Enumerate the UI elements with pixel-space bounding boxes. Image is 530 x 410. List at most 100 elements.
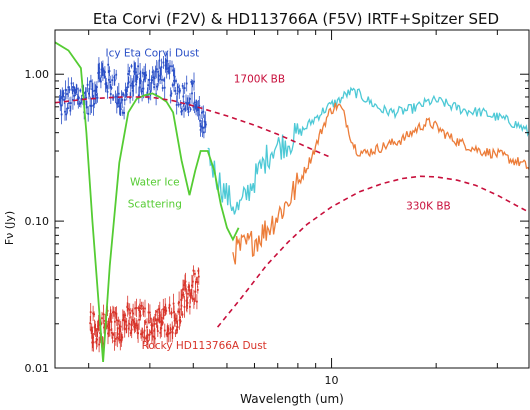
rocky-hd113766a-dust-point	[159, 320, 162, 323]
rocky-hd113766a-dust-point	[174, 332, 177, 335]
rocky-hd113766a-dust-point	[109, 329, 111, 331]
icy-eta-corvi-dust-point	[62, 92, 65, 95]
icy-eta-corvi-dust-point	[71, 89, 74, 91]
rocky-hd113766a-dust-point	[186, 304, 188, 307]
rocky-hd113766a-dust-point	[164, 306, 167, 308]
icy-eta-corvi-dust-point	[94, 89, 96, 92]
rocky-hd113766a-dust-point	[158, 314, 161, 317]
330k-bb-line	[216, 175, 530, 328]
rocky-hd113766a-dust-point	[196, 300, 198, 303]
rocky-hd113766a-dust-point	[175, 329, 178, 331]
icy-eta-corvi-dust-point	[150, 82, 153, 84]
series-icy-eta-corvi-dust	[58, 51, 207, 139]
rocky-hd113766a-dust-point	[195, 281, 197, 283]
icy-eta-corvi-dust-point	[76, 98, 79, 100]
rocky-hd113766a-dust-point	[111, 336, 114, 339]
icy-eta-corvi-dust-point	[195, 106, 197, 109]
icy-eta-corvi-dust-point	[132, 85, 135, 87]
icy-eta-corvi-dust-point	[156, 85, 159, 88]
icy-eta-corvi-dust-point	[64, 110, 66, 113]
rocky-hd113766a-dust-point	[183, 284, 185, 286]
rocky-hd113766a-dust-point	[174, 319, 176, 321]
axes-layer: 0.01 0.10 1.00 10	[25, 29, 529, 387]
icy-eta-corvi-dust-point	[199, 119, 201, 122]
rocky-hd113766a-dust-point	[169, 328, 172, 331]
rocky-hd113766a-dust-point	[160, 327, 163, 330]
icy-eta-corvi-dust-point	[134, 71, 137, 74]
icy-eta-corvi-dust-point	[161, 79, 163, 81]
icy-eta-corvi-dust-point	[139, 79, 142, 82]
rocky-hd113766a-dust-point	[89, 322, 92, 325]
icy-eta-corvi-dust-point	[187, 103, 189, 105]
rocky-hd113766a-dust-point	[141, 333, 143, 336]
rocky-hd113766a-dust-point	[175, 317, 177, 320]
icy-eta-corvi-dust-point	[102, 69, 105, 72]
rocky-hd113766a-dust-point	[147, 340, 149, 342]
icy-eta-corvi-dust-point	[145, 74, 147, 77]
rocky-hd113766a-dust-point	[115, 319, 118, 321]
rocky-hd113766a-dust-point	[133, 324, 136, 327]
icy-eta-corvi-dust-point	[188, 102, 191, 104]
annotation-1700k-bb: 1700K BB	[234, 73, 285, 85]
icy-eta-corvi-dust-point	[121, 99, 124, 101]
icy-eta-corvi-dust-point	[147, 97, 150, 100]
icy-eta-corvi-dust-point	[133, 67, 136, 70]
icy-eta-corvi-dust-point	[179, 103, 182, 106]
icy-eta-corvi-dust-point	[96, 86, 98, 88]
icy-eta-corvi-dust-point	[69, 109, 72, 112]
rocky-hd113766a-dust-point	[128, 309, 131, 311]
rocky-hd113766a-dust-point	[160, 316, 163, 319]
icy-eta-corvi-dust-point	[92, 104, 95, 107]
rocky-hd113766a-dust-point	[128, 322, 131, 325]
icy-eta-corvi-dust-point	[70, 82, 73, 85]
series-rocky-hd113766a-dust	[89, 265, 200, 353]
annotation-330k-bb: 330K BB	[406, 201, 451, 213]
icy-eta-corvi-dust-point	[147, 84, 149, 87]
icy-eta-corvi-dust-point	[115, 102, 118, 105]
icy-eta-corvi-dust-point	[74, 92, 77, 95]
icy-eta-corvi-dust-point	[84, 91, 87, 93]
icy-eta-corvi-dust-point	[190, 81, 193, 83]
icy-eta-corvi-dust-point	[66, 107, 69, 110]
rocky-hd113766a-dust-point	[125, 324, 128, 327]
rocky-hd113766a-dust-point	[173, 311, 175, 313]
icy-eta-corvi-dust-point	[60, 113, 63, 116]
rocky-hd113766a-dust-point	[161, 321, 164, 324]
rocky-hd113766a-dust-point	[178, 301, 180, 304]
icy-eta-corvi-dust-point	[179, 89, 181, 92]
icy-eta-corvi-dust-point	[201, 111, 203, 114]
rocky-hd113766a-dust-point	[113, 310, 115, 313]
rocky-hd113766a-dust-point	[172, 302, 175, 305]
icy-eta-corvi-dust-point	[193, 101, 196, 104]
rocky-hd113766a-dust-point	[144, 321, 147, 324]
rocky-hd113766a-dust-point	[120, 339, 123, 342]
icy-eta-corvi-dust-point	[119, 105, 122, 108]
rocky-hd113766a-dust-point	[109, 313, 112, 315]
icy-eta-corvi-dust-point	[182, 95, 185, 98]
rocky-hd113766a-dust-point	[130, 328, 133, 331]
icy-eta-corvi-dust-point	[200, 125, 203, 128]
icy-eta-corvi-dust-point	[141, 90, 143, 93]
icy-eta-corvi-dust-point	[171, 84, 174, 86]
icy-eta-corvi-dust-point	[143, 73, 145, 76]
icy-eta-corvi-dust-point	[193, 80, 195, 83]
rocky-hd113766a-dust-point	[93, 326, 96, 329]
rocky-hd113766a-dust-point	[97, 325, 99, 327]
rocky-hd113766a-dust-point	[176, 320, 178, 323]
rocky-hd113766a-dust-point	[135, 307, 138, 309]
icy-eta-corvi-dust-point	[65, 113, 68, 116]
rocky-hd113766a-dust-point	[102, 342, 104, 345]
rocky-hd113766a-dust-point	[153, 335, 155, 338]
icy-eta-corvi-dust-point	[159, 72, 162, 75]
rocky-hd113766a-dust-point	[180, 304, 183, 307]
series-layer	[54, 41, 530, 362]
icy-eta-corvi-dust-point	[183, 87, 186, 89]
icy-eta-corvi-dust-point	[123, 99, 126, 101]
rocky-hd113766a-dust-point	[124, 320, 127, 323]
icy-eta-corvi-dust-point	[171, 65, 173, 68]
annotation-icy-eta-corvi-dust: Icy Eta Corvi Dust	[105, 48, 199, 60]
icy-eta-corvi-dust-point	[100, 80, 102, 83]
icy-eta-corvi-dust-point	[59, 99, 62, 101]
rocky-hd113766a-dust-point	[114, 320, 116, 323]
icy-eta-corvi-dust-point	[78, 97, 80, 99]
